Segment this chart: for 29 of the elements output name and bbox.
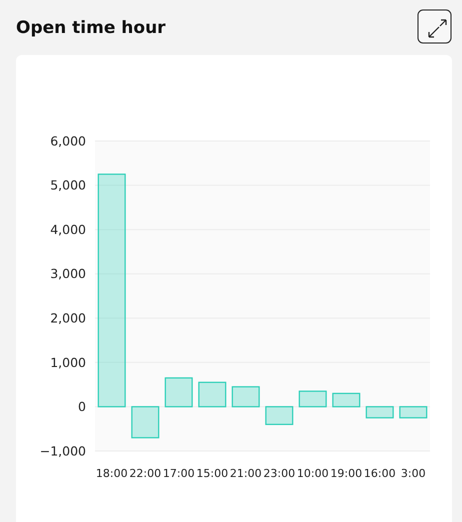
- x-tick-label: 23:00: [263, 467, 296, 480]
- y-tick-label: 6,000: [50, 133, 86, 148]
- x-tick-label: 19:00: [330, 467, 362, 480]
- y-tick-label: 0: [78, 399, 86, 414]
- y-tick-label: −1,000: [40, 443, 86, 458]
- y-tick-label: 1,000: [50, 354, 86, 370]
- y-tick-label: 2,000: [50, 310, 86, 326]
- bar: [332, 392, 360, 408]
- bar: [131, 406, 160, 438]
- y-tick-label: 5,000: [50, 178, 86, 193]
- x-tick-label: 16:00: [364, 467, 396, 480]
- y-tick-label: 3,000: [50, 266, 86, 282]
- x-tick-label: 18:00: [96, 467, 128, 480]
- x-tick-label: 21:00: [230, 467, 262, 480]
- x-tick-label: 15:00: [196, 467, 228, 480]
- x-tick-label: 10:00: [296, 467, 329, 480]
- bar: [399, 406, 428, 418]
- chart-title: Open time hour: [16, 18, 166, 38]
- bar: [232, 386, 260, 408]
- bar: [164, 377, 193, 408]
- x-tick-label: 3:00: [400, 467, 426, 480]
- bar: [98, 174, 126, 408]
- bar: [366, 406, 394, 418]
- x-tick-label: 17:00: [162, 467, 195, 480]
- x-tick-label: 22:00: [129, 467, 162, 480]
- bar: [298, 390, 327, 408]
- bar: [265, 406, 294, 426]
- bar: [198, 382, 226, 408]
- y-tick-label: 4,000: [50, 222, 86, 237]
